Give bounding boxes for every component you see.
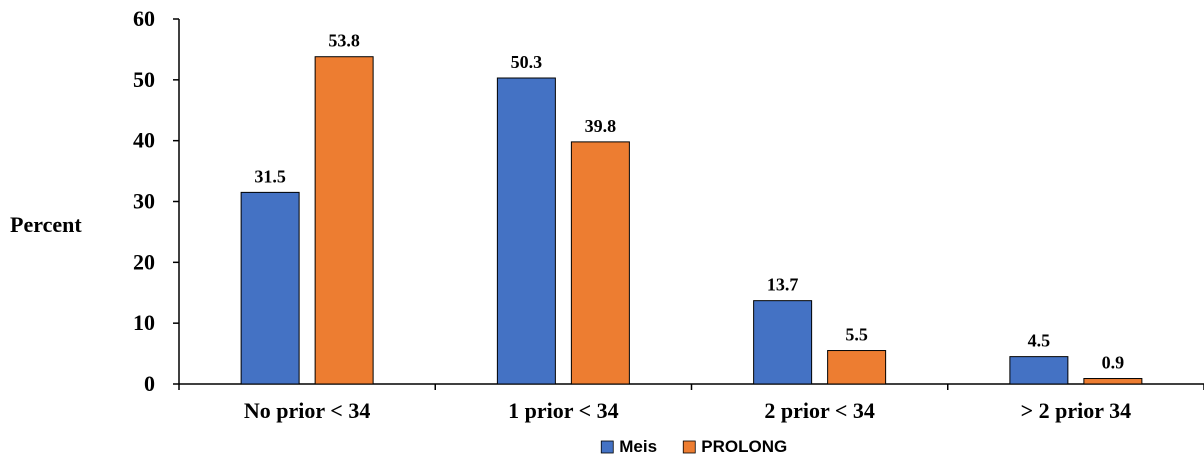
data-label: 4.5 bbox=[1028, 331, 1051, 351]
data-label: 13.7 bbox=[767, 275, 799, 295]
x-tick-label: > 2 prior 34 bbox=[1021, 398, 1132, 423]
legend-label: Meis bbox=[619, 437, 657, 456]
plot-area: 0 10 20 30 40 50 60 No prior < 34 31.5 53.8 1 prio… bbox=[133, 6, 1204, 423]
y-tick-label: 50 bbox=[133, 67, 155, 92]
legend-swatch-prolong bbox=[682, 440, 696, 454]
x-tick-label: 2 prior < 34 bbox=[764, 398, 875, 423]
legend-swatch-meis bbox=[600, 440, 614, 454]
y-tick-label: 40 bbox=[133, 128, 155, 153]
x-tick-label: 1 prior < 34 bbox=[508, 398, 619, 423]
x-tick-label: No prior < 34 bbox=[244, 398, 370, 423]
y-tick-label: 20 bbox=[133, 249, 155, 274]
data-label: 39.8 bbox=[585, 116, 617, 136]
y-tick-label: 60 bbox=[133, 6, 155, 31]
bar-meis bbox=[753, 300, 813, 385]
bar-prolong bbox=[1083, 378, 1143, 385]
data-label: 31.5 bbox=[254, 166, 286, 186]
data-label: 5.5 bbox=[845, 325, 868, 345]
legend-label: PROLONG bbox=[701, 437, 787, 456]
data-label: 0.9 bbox=[1102, 353, 1125, 373]
y-tick-label: 30 bbox=[133, 189, 155, 214]
y-tick-label: 0 bbox=[144, 371, 155, 396]
bar-prolong bbox=[827, 350, 887, 385]
bar-prolong bbox=[314, 56, 374, 385]
bar-meis bbox=[496, 77, 556, 385]
bar-meis bbox=[240, 191, 300, 385]
legend: Meis PROLONG bbox=[600, 437, 787, 456]
data-label: 50.3 bbox=[511, 52, 543, 72]
data-label: 53.8 bbox=[328, 31, 360, 51]
y-axis-label: Percent bbox=[10, 212, 82, 237]
y-tick-label: 10 bbox=[133, 310, 155, 335]
bar-prolong bbox=[570, 141, 630, 385]
bar-meis bbox=[1009, 356, 1069, 385]
